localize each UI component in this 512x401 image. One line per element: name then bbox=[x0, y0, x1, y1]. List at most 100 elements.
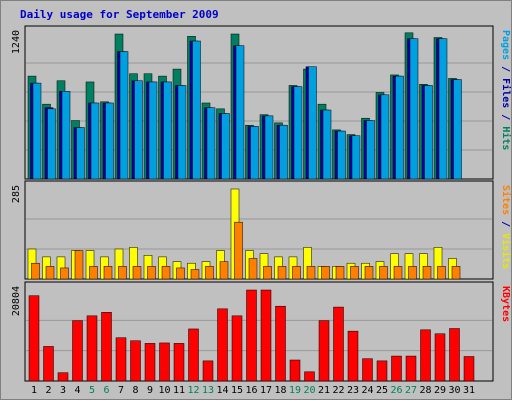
x-tick-label-day-14: 14 bbox=[216, 385, 228, 396]
x-tick-label-day-6: 6 bbox=[103, 385, 109, 396]
x-tick-label-day-20: 20 bbox=[303, 385, 315, 396]
x-tick-label-day-7: 7 bbox=[118, 385, 124, 396]
bar-sites-day-6 bbox=[103, 266, 113, 280]
bar-sites-day-8 bbox=[132, 266, 142, 280]
x-tick-label-day-11: 11 bbox=[173, 385, 185, 396]
bar-pages-day-14 bbox=[221, 113, 230, 180]
x-tick-label-day-13: 13 bbox=[202, 385, 214, 396]
bar-sites-day-21 bbox=[321, 266, 330, 280]
bar-sites-day-29 bbox=[437, 266, 446, 280]
bar-kbytes-day-20 bbox=[304, 371, 315, 382]
x-tick-label-day-17: 17 bbox=[260, 385, 272, 396]
bar-kbytes-day-2 bbox=[43, 346, 54, 382]
bar-sites-day-25 bbox=[379, 266, 388, 280]
x-tick-label-day-29: 29 bbox=[434, 385, 446, 396]
bar-sites-day-5 bbox=[89, 266, 98, 280]
x-tick-label-day-15: 15 bbox=[231, 385, 243, 396]
legend-word: Files bbox=[500, 78, 512, 108]
legend-word: Visits bbox=[500, 233, 512, 269]
x-tick-label-day-24: 24 bbox=[361, 385, 373, 396]
bar-kbytes-day-11 bbox=[173, 343, 185, 382]
x-tick-label-day-8: 8 bbox=[132, 385, 138, 396]
bar-sites-day-22 bbox=[335, 266, 345, 280]
bar-pages-day-12 bbox=[192, 40, 201, 180]
x-tick-label-day-5: 5 bbox=[89, 385, 95, 396]
bar-pages-day-13 bbox=[206, 107, 216, 180]
bar-kbytes-day-27 bbox=[405, 355, 417, 382]
bar-pages-day-2 bbox=[47, 108, 56, 180]
pages-files-hits-panel: 1240 Pages / Files / Hits bbox=[11, 25, 512, 180]
kbytes-ymax-label: 20804 bbox=[11, 286, 22, 316]
pages-files-hits-legend: Pages / Files / Hits bbox=[500, 30, 512, 150]
bar-kbytes-day-24 bbox=[362, 358, 373, 382]
x-tick-label-day-19: 19 bbox=[289, 385, 301, 396]
bar-sites-day-7 bbox=[118, 266, 127, 280]
bar-sites-day-15 bbox=[234, 221, 243, 280]
bar-pages-day-1 bbox=[32, 82, 42, 180]
bar-kbytes-day-14 bbox=[217, 308, 228, 382]
sites-visits-panel: 285 Sites / Visits bbox=[11, 180, 512, 280]
bar-sites-day-14 bbox=[219, 261, 229, 280]
kbytes-panel: 20804 KBytes bbox=[11, 281, 511, 382]
bar-sites-day-16 bbox=[248, 258, 258, 280]
x-tick-label-day-25: 25 bbox=[376, 385, 388, 396]
x-tick-label-day-22: 22 bbox=[332, 385, 344, 396]
bar-kbytes-day-9 bbox=[144, 343, 156, 382]
bar-sites-day-27 bbox=[408, 266, 417, 280]
bar-sites-day-26 bbox=[393, 266, 403, 280]
bar-sites-day-30 bbox=[451, 266, 461, 280]
x-tick-label-day-9: 9 bbox=[147, 385, 153, 396]
bar-sites-day-1 bbox=[31, 262, 40, 280]
bar-pages-day-23 bbox=[351, 135, 361, 180]
kbytes-legend: KBytes bbox=[500, 286, 511, 322]
bar-kbytes-day-8 bbox=[130, 340, 141, 382]
bar-pages-day-25 bbox=[380, 94, 390, 180]
bar-sites-day-9 bbox=[147, 266, 156, 280]
x-tick-label-day-16: 16 bbox=[245, 385, 257, 396]
bar-kbytes-day-10 bbox=[159, 342, 170, 382]
bar-kbytes-day-22 bbox=[333, 306, 344, 382]
bar-pages-day-27 bbox=[409, 38, 419, 180]
bar-sites-day-20 bbox=[306, 266, 316, 280]
bar-pages-day-16 bbox=[250, 126, 259, 180]
bar-pages-day-28 bbox=[424, 85, 433, 180]
sites-visits-legend: Sites / Visits bbox=[500, 185, 512, 269]
bar-sites-day-18 bbox=[277, 266, 287, 280]
x-tick-label-day-18: 18 bbox=[274, 385, 286, 396]
bar-pages-day-20 bbox=[308, 66, 317, 180]
x-tick-label-day-2: 2 bbox=[45, 385, 51, 396]
bar-pages-day-3 bbox=[61, 91, 71, 180]
bar-sites-day-28 bbox=[422, 266, 432, 280]
bar-sites-day-13 bbox=[205, 266, 214, 280]
bar-kbytes-day-6 bbox=[101, 312, 112, 382]
bar-pages-day-4 bbox=[76, 127, 85, 180]
bar-kbytes-day-7 bbox=[115, 337, 127, 382]
legend-word: / bbox=[500, 215, 511, 233]
bar-sites-day-19 bbox=[292, 266, 301, 280]
bar-kbytes-day-19 bbox=[289, 359, 301, 382]
bar-kbytes-day-17 bbox=[260, 289, 272, 382]
bar-pages-day-9 bbox=[148, 81, 158, 180]
legend-word: Sites bbox=[500, 185, 512, 215]
legend-word: / bbox=[500, 60, 511, 78]
bar-kbytes-day-3 bbox=[57, 372, 69, 382]
x-tick-label-day-26: 26 bbox=[390, 385, 402, 396]
bar-pages-day-5 bbox=[90, 102, 100, 180]
bar-pages-day-19 bbox=[293, 86, 303, 180]
bar-sites-day-10 bbox=[161, 266, 171, 280]
bar-sites-day-2 bbox=[45, 266, 55, 280]
bar-pages-day-11 bbox=[177, 85, 187, 180]
bar-kbytes-day-13 bbox=[202, 360, 214, 382]
bar-kbytes-day-12 bbox=[188, 328, 199, 382]
legend-word: Pages bbox=[500, 30, 511, 60]
bar-kbytes-day-16 bbox=[246, 289, 257, 382]
x-tick-label-day-28: 28 bbox=[419, 385, 431, 396]
sites-visits-ymax-label: 285 bbox=[11, 185, 22, 203]
bar-kbytes-day-1 bbox=[28, 295, 40, 382]
bar-pages-day-22 bbox=[337, 130, 346, 180]
bar-pages-day-29 bbox=[438, 38, 448, 180]
bar-pages-day-8 bbox=[134, 80, 143, 180]
bar-kbytes-day-30 bbox=[449, 328, 460, 382]
